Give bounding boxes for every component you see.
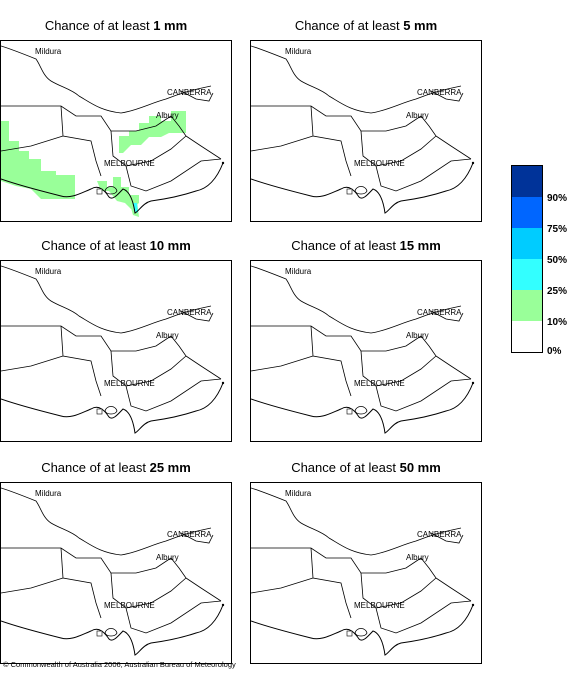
district-boundaries (1, 45, 222, 192)
city-label-mildura: Mildura (35, 47, 62, 56)
victoria-map-15mm: Mildura CANBERRA Albury MELBOURNE (251, 265, 475, 434)
city-label-mildura: Mildura (285, 47, 312, 56)
legend-swatch-25 (512, 259, 542, 290)
legend-label-75: 75% (547, 224, 568, 235)
city-label-canberra: CANBERRA (167, 88, 212, 97)
coastline (251, 382, 474, 434)
legend-swatch-50 (512, 228, 542, 259)
district-boundaries (1, 487, 222, 634)
legend-swatch-90 (512, 166, 542, 197)
city-label-albury: Albury (156, 111, 179, 120)
rain-probability-area (1, 111, 186, 217)
map-panel-10mm: Chance of at least 10 mm Mildura CANBERR… (0, 238, 232, 460)
district-boundaries (251, 45, 472, 192)
city-label-canberra: CANBERRA (167, 308, 212, 317)
map-frame: Mildura CANBERRA Albury MELBOURNE (0, 482, 232, 664)
city-label-melbourne: MELBOURNE (104, 601, 155, 610)
legend-swatch-75 (512, 197, 542, 228)
city-label-mildura: Mildura (285, 489, 312, 498)
district-boundaries (1, 265, 222, 412)
city-label-canberra: CANBERRA (417, 308, 462, 317)
legend-label-10: 10% (547, 317, 568, 328)
probability-legend: 90% 75% 50% 25% 10% 0% (511, 165, 570, 357)
map-frame: Mildura CANBERRA Albury MELBOURNE (250, 40, 482, 222)
map-frame: Mildura CANBERRA Albury MELBOURNE (250, 482, 482, 664)
legend-label-25: 25% (547, 286, 568, 297)
legend-label-50: 50% (547, 255, 568, 266)
victoria-map-5mm: Mildura CANBERRA Albury MELBOURNE (251, 45, 475, 214)
city-label-mildura: Mildura (35, 489, 62, 498)
city-label-canberra: CANBERRA (167, 530, 212, 539)
legend-swatch-10 (512, 290, 542, 321)
coastline (1, 162, 224, 214)
panel-title: Chance of at least 1 mm (44, 18, 188, 33)
city-label-melbourne: MELBOURNE (354, 159, 405, 168)
panel-title: Chance of at least 50 mm (291, 460, 441, 475)
legend-swatch-0 (512, 321, 542, 352)
city-label-mildura: Mildura (35, 267, 62, 276)
map-frame: Mildura CANBERRA Albury MELBOURNE (0, 40, 232, 222)
city-label-albury: Albury (156, 553, 179, 562)
district-boundaries (251, 487, 472, 634)
map-panel-25mm: Chance of at least 25 mm Mildura CANBERR… (0, 460, 232, 682)
city-label-albury: Albury (406, 553, 429, 562)
city-label-melbourne: MELBOURNE (104, 379, 155, 388)
city-label-melbourne: MELBOURNE (104, 159, 155, 168)
panel-title: Chance of at least 15 mm (291, 238, 441, 253)
coastline (1, 382, 224, 434)
city-label-canberra: CANBERRA (417, 88, 462, 97)
map-panel-5mm: Chance of at least 5 mm Mildura CANBERRA… (250, 18, 482, 240)
panel-title: Chance of at least 10 mm (41, 238, 191, 253)
legend-label-0: 0% (547, 346, 562, 357)
panel-title: Chance of at least 25 mm (41, 460, 191, 475)
legend-color-bar (511, 165, 543, 353)
city-label-melbourne: MELBOURNE (354, 379, 405, 388)
district-boundaries (251, 265, 472, 412)
coastline (251, 162, 474, 214)
map-panel-50mm: Chance of at least 50 mm Mildura CANBERR… (250, 460, 482, 682)
city-label-melbourne: MELBOURNE (354, 601, 405, 610)
map-panel-1mm: Chance of at least 1 mm (0, 18, 232, 240)
copyright-notice: © Commonwealth of Australia 2006, Austra… (3, 660, 236, 669)
victoria-map-10mm: Mildura CANBERRA Albury MELBOURNE (1, 265, 225, 434)
city-label-albury: Albury (406, 331, 429, 340)
city-label-canberra: CANBERRA (417, 530, 462, 539)
victoria-map-25mm: Mildura CANBERRA Albury MELBOURNE (1, 487, 225, 656)
victoria-map-1mm: Mildura CANBERRA Albury MELBOURNE (1, 45, 225, 217)
coastline (251, 604, 474, 656)
map-frame: Mildura CANBERRA Albury MELBOURNE (250, 260, 482, 442)
city-label-albury: Albury (406, 111, 429, 120)
map-panel-15mm: Chance of at least 15 mm Mildura CANBERR… (250, 238, 482, 460)
coastline (1, 604, 224, 656)
map-frame: Mildura CANBERRA Albury MELBOURNE (0, 260, 232, 442)
legend-label-90: 90% (547, 193, 568, 204)
city-label-mildura: Mildura (285, 267, 312, 276)
city-label-albury: Albury (156, 331, 179, 340)
panel-title: Chance of at least 5 mm (294, 18, 438, 33)
victoria-map-50mm: Mildura CANBERRA Albury MELBOURNE (251, 487, 475, 656)
